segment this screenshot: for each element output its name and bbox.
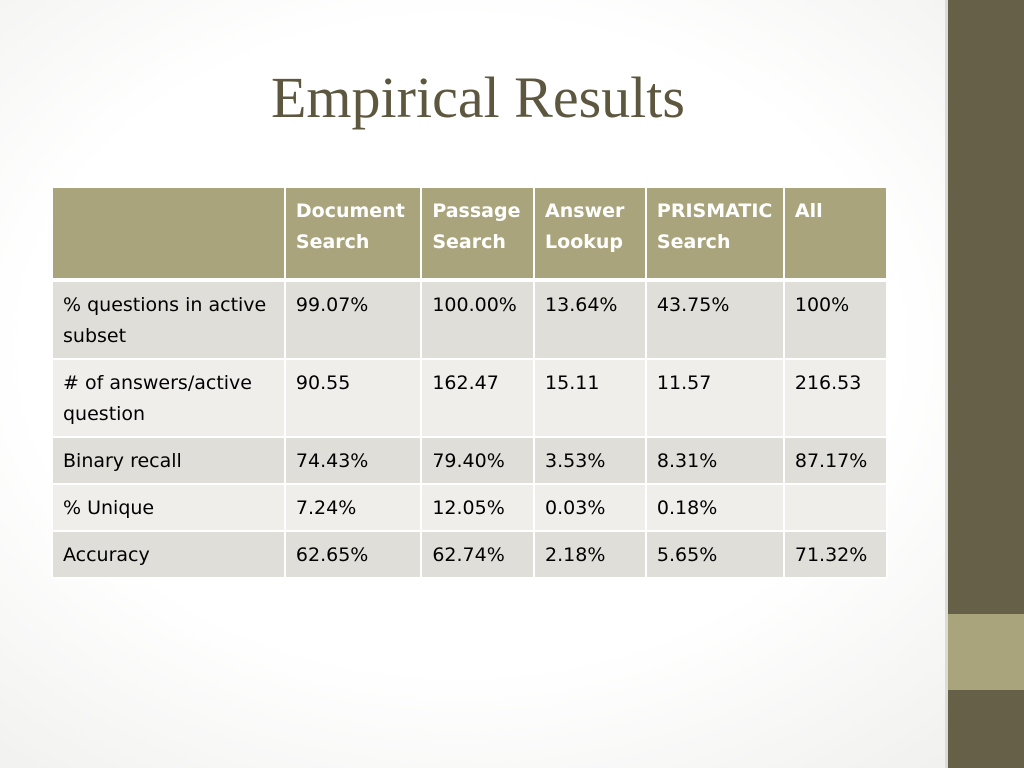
table-cell: 90.55: [283, 358, 423, 438]
table-cell: 74.43%: [283, 436, 423, 485]
table-cell: 62.65%: [283, 530, 423, 579]
table-cell: 7.24%: [283, 483, 423, 532]
table-cell: 162.47: [420, 358, 536, 438]
table-row: % Unique 7.24% 12.05% 0.03% 0.18%: [51, 483, 889, 532]
table-row: % questions in active subset 99.07% 100.…: [51, 279, 889, 360]
table-cell: 0.18%: [644, 483, 785, 532]
header-line: Search: [432, 231, 506, 253]
row-label: # of answers/active question: [51, 358, 286, 438]
header-line: Search: [295, 231, 370, 253]
header-line: Document: [295, 200, 405, 222]
table-row: Binary recall 74.43% 79.40% 3.53% 8.31% …: [51, 436, 889, 485]
header-line: Passage: [432, 200, 521, 222]
row-label: Binary recall: [51, 436, 286, 485]
sidebar-accent-block: [948, 614, 1024, 690]
table-cell: 87.17%: [782, 436, 889, 485]
results-table: Document Search Passage Search Answer Looku…: [51, 186, 889, 579]
slide-title: Empirical Results: [271, 65, 685, 130]
table-cell: 8.31%: [644, 436, 785, 485]
sidebar-divider: [945, 0, 948, 768]
table-cell: 15.11: [533, 358, 647, 438]
table-cell: 3.53%: [533, 436, 647, 485]
header-cell-empty: [51, 186, 286, 282]
header-prismatic-search: PRISMATIC Search: [644, 186, 785, 282]
row-label: % Unique: [51, 483, 286, 532]
table-cell: 99.07%: [283, 279, 423, 360]
table-row: # of answers/active question 90.55 162.4…: [51, 358, 889, 438]
table-cell: 2.18%: [533, 530, 647, 579]
table-cell: 79.40%: [420, 436, 536, 485]
table-cell: 0.03%: [533, 483, 647, 532]
header-line: PRISMATIC: [656, 200, 773, 222]
row-label: % questions in active subset: [51, 279, 286, 360]
table-cell: 5.65%: [644, 530, 785, 579]
table-cell: 100%: [782, 279, 889, 360]
table-header-row: Document Search Passage Search Answer Looku…: [51, 186, 889, 282]
header-passage-search: Passage Search: [420, 186, 536, 282]
row-label: Accuracy: [51, 530, 286, 579]
table-cell: 71.32%: [782, 530, 889, 579]
table-cell: 11.57: [644, 358, 785, 438]
header-line: Answer: [545, 200, 625, 222]
table-cell: 216.53: [782, 358, 889, 438]
header-line: Lookup: [545, 231, 624, 253]
table-cell: 13.64%: [533, 279, 647, 360]
table-cell: 62.74%: [420, 530, 536, 579]
header-all: All: [782, 186, 889, 282]
table-row: Accuracy 62.65% 62.74% 2.18% 5.65% 71.32…: [51, 530, 889, 579]
table-cell: [782, 483, 889, 532]
header-line: All: [794, 200, 823, 222]
header-answer-lookup: Answer Lookup: [533, 186, 647, 282]
table-cell: 100.00%: [420, 279, 536, 360]
header-document-search: Document Search: [283, 186, 423, 282]
table-cell: 43.75%: [644, 279, 785, 360]
table-cell: 12.05%: [420, 483, 536, 532]
header-line: Search: [656, 231, 731, 253]
